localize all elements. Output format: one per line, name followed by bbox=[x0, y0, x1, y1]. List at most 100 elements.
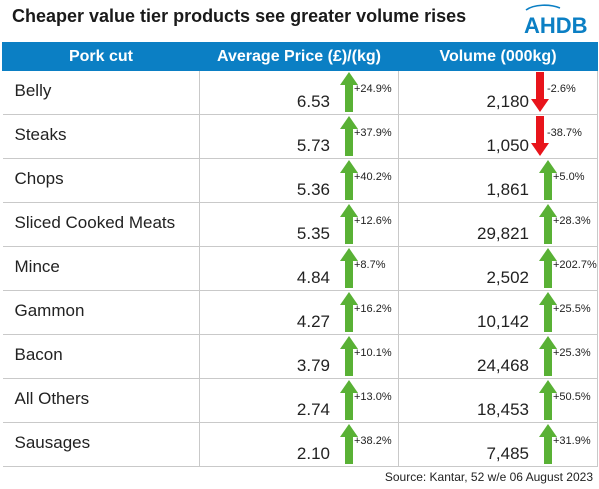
pork-cut-label: Chops bbox=[14, 169, 64, 188]
cell-volume: 2,180 -2.6% bbox=[398, 70, 598, 115]
cell-volume: 1,861 +5.0% bbox=[398, 158, 598, 203]
volume-value: 24,468 bbox=[477, 356, 529, 375]
cell-volume: 7,485 +31.9% bbox=[398, 422, 598, 467]
volume-change-label: +5.0% bbox=[553, 171, 585, 183]
cell-volume: 1,050 -38.7% bbox=[398, 114, 598, 159]
table-row: All Others 2.74 +13.0% 18,453 +50.5% bbox=[2, 378, 598, 423]
table-row: Bacon 3.79 +10.1% 24,468 +25.3% bbox=[2, 334, 598, 379]
table-row: Steaks 5.73 +37.9% 1,050 -38.7% bbox=[2, 114, 598, 159]
volume-value: 2,502 bbox=[486, 268, 529, 287]
price-value: 5.36 bbox=[296, 180, 330, 199]
table-row: Belly 6.53 +24.9% 2,180 -2.6% bbox=[2, 70, 598, 115]
price-change-label: +40.2% bbox=[354, 171, 392, 183]
price-value: 5.35 bbox=[296, 224, 330, 243]
cell-volume: 2,502 +202.7% bbox=[398, 246, 598, 291]
cell-pork-cut: Mince bbox=[2, 246, 200, 291]
arrow-up-icon bbox=[340, 380, 358, 420]
cell-pork-cut: All Others bbox=[2, 378, 200, 423]
pork-cut-label: Mince bbox=[14, 257, 60, 276]
volume-value: 10,142 bbox=[477, 312, 529, 331]
volume-change-label: +25.5% bbox=[553, 303, 591, 315]
volume-change-label: +25.3% bbox=[553, 347, 591, 359]
arrow-down-icon bbox=[531, 116, 549, 156]
pork-cut-table: Pork cut Average Price (£)/(kg) Volume (… bbox=[2, 42, 598, 467]
source-note: Source: Kantar, 52 w/e 06 August 2023 bbox=[384, 470, 593, 484]
header-average-price: Average Price (£)/(kg) bbox=[199, 42, 399, 71]
table-row: Chops 5.36 +40.2% 1,861 +5.0% bbox=[2, 158, 598, 203]
cell-pork-cut: Steaks bbox=[2, 114, 200, 159]
arrow-up-icon bbox=[539, 380, 557, 420]
price-value: 3.79 bbox=[296, 356, 330, 375]
cell-price: 3.79 +10.1% bbox=[199, 334, 399, 379]
cell-pork-cut: Sliced Cooked Meats bbox=[2, 202, 200, 247]
pork-cut-label: Bacon bbox=[14, 345, 63, 364]
logo-text: AHDB bbox=[524, 13, 588, 38]
cell-volume: 18,453 +50.5% bbox=[398, 378, 598, 423]
price-change-label: +37.9% bbox=[354, 127, 392, 139]
price-value: 4.84 bbox=[296, 268, 330, 287]
arrow-up-icon bbox=[340, 336, 358, 376]
header-pork-cut: Pork cut bbox=[2, 42, 200, 71]
volume-value: 18,453 bbox=[477, 400, 529, 419]
volume-value: 1,861 bbox=[486, 180, 529, 199]
volume-change-label: -2.6% bbox=[547, 83, 576, 95]
pork-cut-label: All Others bbox=[14, 389, 90, 408]
cell-pork-cut: Belly bbox=[2, 70, 200, 115]
cell-price: 2.10 +38.2% bbox=[199, 422, 399, 467]
pork-cut-label: Sliced Cooked Meats bbox=[14, 213, 176, 232]
arrow-up-icon bbox=[539, 336, 557, 376]
table-row: Gammon 4.27 +16.2% 10,142 +25.5% bbox=[2, 290, 598, 335]
chart-title: Cheaper value tier products see greater … bbox=[12, 6, 467, 26]
cell-price: 2.74 +13.0% bbox=[199, 378, 399, 423]
cell-pork-cut: Gammon bbox=[2, 290, 200, 335]
volume-change-label: +31.9% bbox=[553, 435, 591, 447]
price-change-label: +16.2% bbox=[354, 303, 392, 315]
pork-cut-label: Gammon bbox=[14, 301, 85, 320]
cell-price: 4.84 +8.7% bbox=[199, 246, 399, 291]
ahdb-logo: AHDB bbox=[524, 4, 588, 38]
arrow-up-icon bbox=[340, 160, 358, 200]
volume-change-label: +202.7% bbox=[553, 259, 597, 271]
arrow-up-icon bbox=[340, 424, 358, 464]
arrow-up-icon bbox=[539, 160, 557, 200]
table-row: Sliced Cooked Meats 5.35 +12.6% 29,821 +28.3… bbox=[2, 202, 598, 247]
cell-pork-cut: Bacon bbox=[2, 334, 200, 379]
price-value: 2.10 bbox=[296, 444, 330, 463]
logo-swoosh bbox=[525, 4, 561, 11]
cell-price: 6.53 +24.9% bbox=[199, 70, 399, 115]
cell-price: 4.27 +16.2% bbox=[199, 290, 399, 335]
arrow-up-icon bbox=[340, 248, 358, 288]
cell-volume: 29,821 +28.3% bbox=[398, 202, 598, 247]
cell-volume: 24,468 +25.3% bbox=[398, 334, 598, 379]
arrow-up-icon bbox=[539, 424, 557, 464]
price-change-label: +10.1% bbox=[354, 347, 392, 359]
cell-volume: 10,142 +25.5% bbox=[398, 290, 598, 335]
arrow-up-icon bbox=[539, 204, 557, 244]
arrow-up-icon bbox=[539, 248, 557, 288]
arrow-up-icon bbox=[539, 292, 557, 332]
volume-value: 29,821 bbox=[477, 224, 529, 243]
cell-price: 5.35 +12.6% bbox=[199, 202, 399, 247]
arrow-up-icon bbox=[340, 204, 358, 244]
price-value: 2.74 bbox=[296, 400, 330, 419]
volume-value: 7,485 bbox=[486, 444, 529, 463]
price-change-label: +24.9% bbox=[354, 83, 392, 95]
volume-change-label: +50.5% bbox=[553, 391, 591, 403]
header-volume: Volume (000kg) bbox=[398, 42, 598, 71]
cell-pork-cut: Chops bbox=[2, 158, 200, 203]
price-change-label: +38.2% bbox=[354, 435, 392, 447]
cell-pork-cut: Sausages bbox=[2, 422, 200, 467]
price-change-label: +13.0% bbox=[354, 391, 392, 403]
price-value: 4.27 bbox=[296, 312, 330, 331]
pork-cut-label: Belly bbox=[14, 81, 52, 100]
arrow-up-icon bbox=[340, 292, 358, 332]
price-change-label: +8.7% bbox=[354, 259, 386, 271]
arrow-down-icon bbox=[531, 72, 549, 112]
volume-change-label: +28.3% bbox=[553, 215, 591, 227]
volume-value: 2,180 bbox=[486, 92, 529, 111]
table-row: Sausages 2.10 +38.2% 7,485 +31.9% bbox=[2, 422, 598, 467]
table-body: Belly 6.53 +24.9% 2,180 -2.6% Steaks 5.73 +37.9… bbox=[2, 70, 598, 467]
pork-cut-label: Steaks bbox=[14, 125, 67, 144]
arrow-up-icon bbox=[340, 116, 358, 156]
volume-value: 1,050 bbox=[486, 136, 529, 155]
